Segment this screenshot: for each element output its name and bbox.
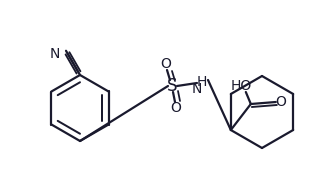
Text: HO: HO xyxy=(230,79,251,93)
Text: O: O xyxy=(171,101,181,115)
Text: S: S xyxy=(167,77,177,95)
Text: N: N xyxy=(50,47,60,61)
Text: O: O xyxy=(275,95,286,109)
Text: O: O xyxy=(161,57,171,71)
Text: H: H xyxy=(197,75,207,89)
Text: N: N xyxy=(192,82,202,96)
